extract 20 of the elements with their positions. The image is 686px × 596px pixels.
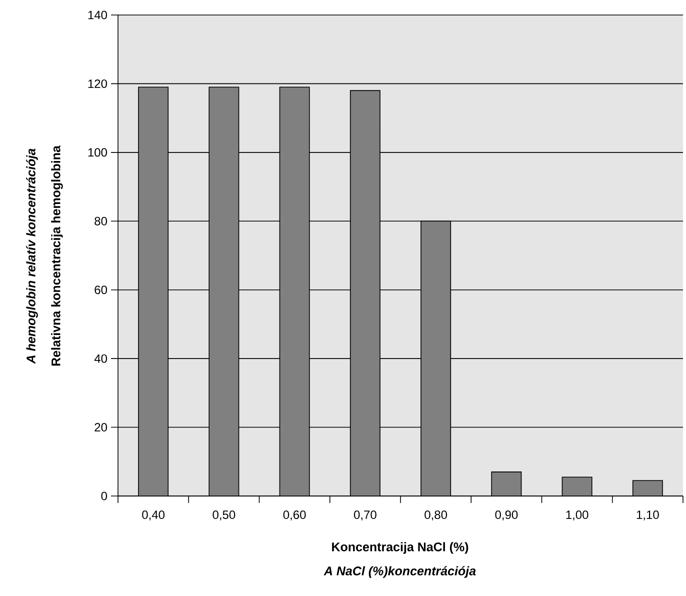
- text: A hemoglobin relatív koncentrációja: [26, 148, 38, 364]
- x-tick-label: 1,10: [636, 510, 659, 520]
- y-tick-label: 20: [94, 423, 108, 432]
- x-tick-label: 0,40: [142, 510, 165, 520]
- y-axis-title: Relativna koncentracija hemoglobina: [51, 145, 63, 366]
- y-tick-label: 80: [94, 216, 108, 226]
- x-tick-label: 0,50: [212, 510, 236, 520]
- y-tick-label: 60: [94, 286, 108, 294]
- y-tick-label: 140: [88, 10, 108, 20]
- x-axis-title: Koncentracija NaCl (%): [332, 542, 468, 554]
- x-tick-label: 0,80: [424, 510, 448, 520]
- y-tick-label: 100: [88, 148, 108, 157]
- x-tick-label: 1,00: [566, 510, 588, 520]
- y-tick-label: 40: [94, 354, 108, 363]
- y-tick-label: 120: [88, 79, 108, 88]
- text: A NaCl (%)koncentrációja: [324, 566, 476, 578]
- x-tick-label: 0,70: [354, 510, 376, 520]
- x-tick-label: 0,60: [283, 510, 306, 520]
- x-tick-label: 0,90: [495, 510, 518, 520]
- y-tick-label: 0: [101, 492, 108, 500]
